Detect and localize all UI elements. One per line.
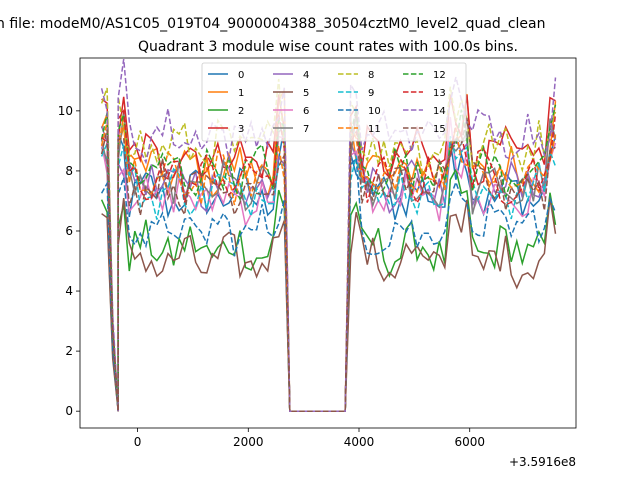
legend-label-0: 0 xyxy=(238,70,244,81)
series-line-14 xyxy=(100,58,557,412)
legend-label-8: 8 xyxy=(368,70,374,81)
legend-label-4: 4 xyxy=(303,70,309,81)
figure-suptitle: n file: modeM0/AS1C05_019T04_9000004388_… xyxy=(0,16,545,32)
y-tick-label: 2 xyxy=(65,344,73,358)
series-line-15 xyxy=(100,112,556,412)
legend-label-15: 15 xyxy=(433,124,446,135)
axes-frame xyxy=(79,57,577,429)
y-tick-label: 8 xyxy=(65,164,73,178)
series-layer xyxy=(100,58,557,412)
legend-label-9: 9 xyxy=(368,88,374,99)
legend-label-1: 1 xyxy=(238,88,244,99)
legend-frame xyxy=(201,62,467,142)
legend-label-3: 3 xyxy=(238,124,244,135)
x-axis: 0 2000 4000 6000 xyxy=(134,428,485,449)
x-offset-label: +3.5916e8 xyxy=(509,455,576,469)
legend-label-11: 11 xyxy=(368,124,381,135)
legend-label-13: 13 xyxy=(433,88,446,99)
x-tick-label: 6000 xyxy=(454,435,485,449)
y-tick-label: 0 xyxy=(65,404,73,418)
legend-label-6: 6 xyxy=(303,106,309,117)
legend-label-14: 14 xyxy=(433,106,446,117)
x-tick-label: 0 xyxy=(134,435,142,449)
y-axis: 0 2 4 6 8 10 xyxy=(58,104,80,418)
y-tick-label: 6 xyxy=(65,224,73,238)
y-tick-label: 4 xyxy=(65,284,73,298)
series-line-11 xyxy=(100,116,557,412)
legend-label-5: 5 xyxy=(303,88,309,99)
chart-title: Quadrant 3 module wise count rates with … xyxy=(138,39,518,55)
legend-label-12: 12 xyxy=(433,70,446,81)
y-tick-label: 10 xyxy=(58,104,73,118)
legend-label-7: 7 xyxy=(303,124,309,135)
legend-label-10: 10 xyxy=(368,106,381,117)
legend-label-2: 2 xyxy=(238,106,244,117)
x-tick-label: 4000 xyxy=(344,435,375,449)
x-tick-label: 2000 xyxy=(233,435,264,449)
